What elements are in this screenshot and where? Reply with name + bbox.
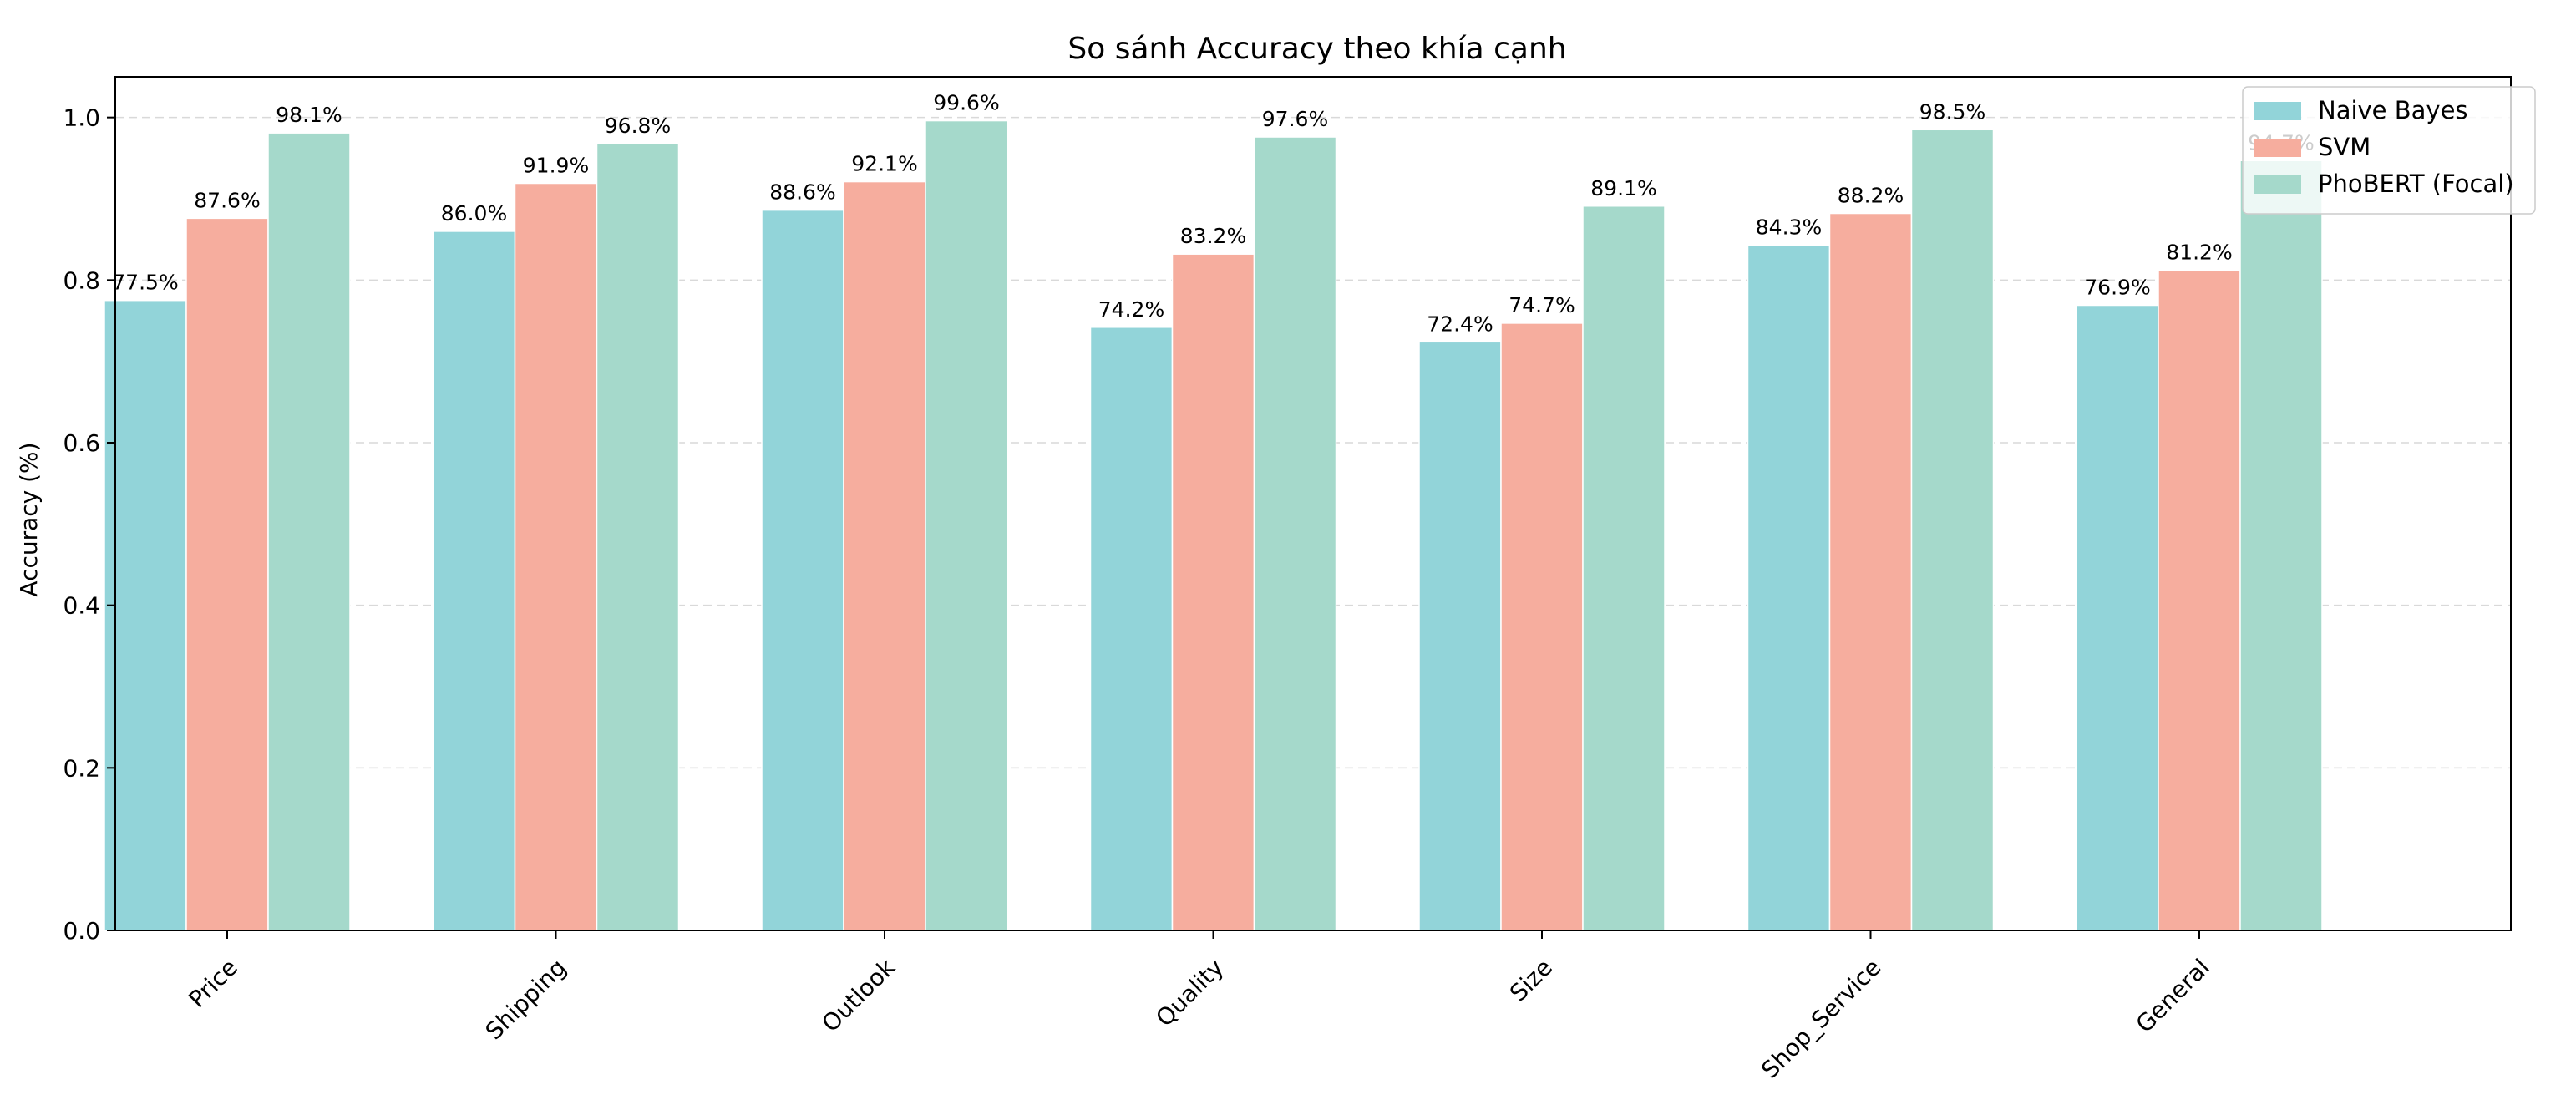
- bar-phobert-focal--size: [1582, 205, 1666, 931]
- bar-value-label: 97.6%: [1262, 107, 1328, 131]
- x-tick-label: Shipping: [480, 954, 572, 1046]
- bar-naive-bayes-shop-service: [1747, 244, 1831, 931]
- bar-phobert-focal--shipping: [596, 143, 680, 931]
- legend-swatch: [2254, 102, 2301, 120]
- bar-value-label: 98.5%: [1919, 99, 1985, 124]
- legend-label: SVM: [2318, 133, 2371, 161]
- bar-naive-bayes-price: [104, 299, 187, 931]
- legend: Naive Bayes SVM PhoBERT (Focal): [2242, 86, 2536, 215]
- bar-value-label: 74.7%: [1509, 293, 1575, 317]
- bar-value-label: 74.2%: [1098, 297, 1164, 322]
- y-tick-label: 0.8: [63, 266, 100, 294]
- bar-svm-price: [185, 217, 269, 931]
- chart-title: So sánh Accuracy theo khía cạnh: [1067, 32, 1566, 66]
- bar-svm-outlook: [843, 180, 926, 931]
- x-tick-label: General: [2131, 954, 2215, 1038]
- y-axis-label: Accuracy (%): [15, 442, 43, 596]
- legend-swatch: [2254, 175, 2301, 194]
- bar-naive-bayes-shipping: [432, 231, 516, 931]
- bar-value-label: 99.6%: [933, 91, 999, 115]
- bar-value-labels: 77.5% 87.6% 98.1% 86.0% 91.9% 96.8% 88.6% 92.1%…: [112, 91, 2314, 337]
- bar-value-label: 88.6%: [769, 180, 835, 205]
- bar-svm-shop-service: [1828, 212, 1913, 931]
- y-tick-label: 0.4: [63, 592, 100, 620]
- x-tick-label: Outlook: [817, 953, 901, 1037]
- bar-value-label: 91.9%: [523, 154, 589, 178]
- bar-value-label: 98.1%: [276, 103, 342, 127]
- x-tick-label: Size: [1504, 954, 1558, 1007]
- bar-naive-bayes-quality: [1089, 327, 1174, 931]
- legend-label: Naive Bayes: [2318, 96, 2468, 124]
- plot-frame: [114, 76, 2512, 931]
- x-tick-label: Shop_Service: [1756, 954, 1886, 1084]
- bar-value-label: 96.8%: [605, 114, 671, 138]
- bar-value-label: 87.6%: [194, 188, 260, 212]
- bar-value-label: 77.5%: [112, 271, 178, 295]
- bar-naive-bayes-size: [1418, 341, 1502, 931]
- bar-svm-general: [2158, 269, 2241, 931]
- bar-value-label: 89.1%: [1590, 176, 1656, 200]
- y-tick-label: 0.2: [63, 754, 100, 782]
- bar-value-label: 88.2%: [1838, 184, 1904, 208]
- bars: [104, 119, 2323, 931]
- bar-value-label: 81.2%: [2166, 241, 2232, 265]
- y-tick-label: 1.0: [63, 104, 100, 132]
- y-tick-label: 0.6: [63, 429, 100, 457]
- x-tick-label: Price: [183, 954, 243, 1014]
- bar-phobert-focal--price: [267, 132, 351, 931]
- y-axis-ticks: 0.0 0.2 0.4 0.6 0.8 1.0: [63, 104, 115, 945]
- bar-value-label: 84.3%: [1756, 215, 1822, 239]
- bar-value-label: 92.1%: [851, 152, 917, 176]
- bar-naive-bayes-general: [2076, 304, 2159, 931]
- bar-value-label: 72.4%: [1427, 312, 1493, 336]
- bar-phobert-focal--outlook: [925, 119, 1008, 931]
- x-tick-label: Quality: [1150, 954, 1229, 1032]
- legend-box: [2242, 86, 2536, 215]
- x-axis-ticks: Price Shipping Outlook Quality Size Shop_Serv…: [183, 930, 2215, 1084]
- bar-value-label: 83.2%: [1180, 224, 1246, 248]
- bar-svm-shipping: [514, 182, 598, 931]
- bar-svm-size: [1500, 322, 1584, 931]
- bar-value-label: 76.9%: [2084, 276, 2150, 300]
- bar-phobert-focal--shop-service: [1910, 129, 1995, 931]
- bar-phobert-focal--quality: [1253, 136, 1337, 931]
- legend-label: PhoBERT (Focal): [2318, 170, 2514, 198]
- bar-value-label: 86.0%: [441, 201, 507, 226]
- bar-naive-bayes-outlook: [761, 209, 844, 931]
- bar-svm-quality: [1171, 253, 1255, 931]
- legend-swatch: [2254, 139, 2301, 157]
- bar-phobert-focal--general: [2239, 160, 2323, 931]
- y-tick-label: 0.0: [63, 917, 100, 945]
